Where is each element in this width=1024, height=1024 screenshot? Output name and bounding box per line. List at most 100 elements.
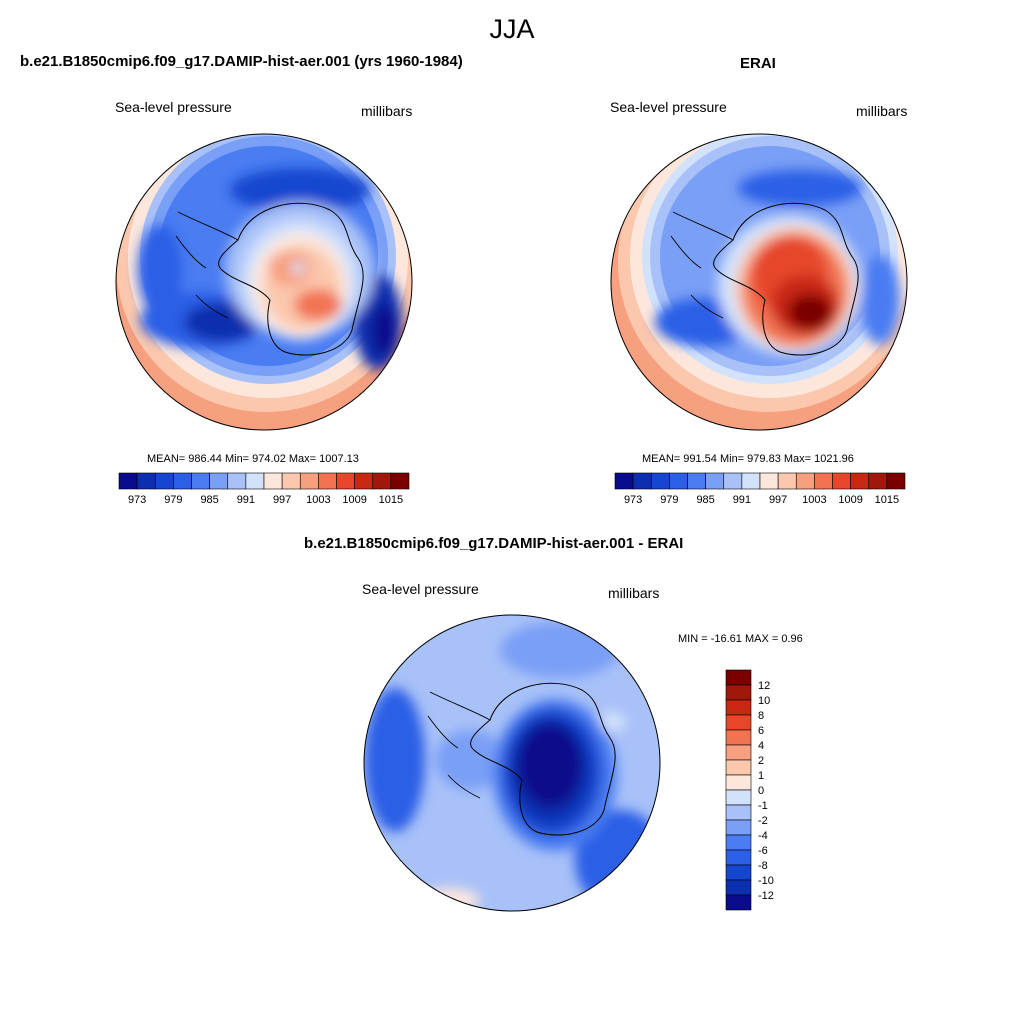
obs-colorbar-box (669, 472, 688, 490)
obs-colorbar-box (795, 472, 815, 490)
model-colorbar-box (245, 472, 265, 490)
diff-colorbar-tick-label: -4 (758, 830, 768, 842)
obs-colorbar-tick-label: 991 (733, 494, 751, 506)
obs-colorbar-box (705, 472, 725, 490)
obs-units-label: millibars (856, 103, 908, 119)
obs-variable-label: Sea-level pressure (610, 99, 727, 115)
obs-colorbar-box (723, 472, 743, 490)
diff-colorbar-tick-label: 4 (758, 740, 764, 752)
diff-colorbar-tick-label: 6 (758, 725, 764, 737)
diff-colorbar-box (725, 804, 752, 821)
diff-colorbar-box (725, 729, 752, 746)
obs-colorbar-tick-label: 985 (696, 494, 714, 506)
model-variable-label: Sea-level pressure (115, 99, 232, 115)
model-colorbar-box (173, 472, 192, 490)
diff-colorbar-box (725, 819, 752, 836)
diff-map (363, 614, 661, 912)
model-colorbar-box (336, 472, 355, 490)
model-colorbar-box (354, 472, 374, 490)
model-colorbar-box (136, 472, 156, 490)
model-units-label: millibars (361, 103, 413, 119)
diff-colorbar-box (725, 744, 752, 761)
obs-colorbar-box (886, 472, 906, 490)
diff-colorbar-tick-label: 0 (758, 785, 764, 797)
diff-colorbar-box (725, 759, 752, 776)
obs-colorbar-box (832, 472, 851, 490)
diff-colorbar-tick-label: 2 (758, 755, 764, 767)
obs-colorbar-tick-label: 979 (660, 494, 678, 506)
diff-colorbar-box (725, 849, 752, 866)
model-colorbar-tick-label: 985 (200, 494, 218, 506)
diff-colorbar-tick-label: 10 (758, 695, 770, 707)
obs-colorbar-box (814, 472, 833, 490)
diff-colorbar-box (725, 684, 752, 701)
model-colorbar-tick-label: 973 (128, 494, 146, 506)
model-colorbar-box (227, 472, 247, 490)
obs-colorbar-box (650, 472, 670, 490)
diff-colorbar-box (725, 699, 752, 716)
figure-title: JJA (489, 14, 535, 44)
model-colorbar-box (299, 472, 319, 490)
diff-colorbar-tick-label: -6 (758, 845, 768, 857)
obs-colorbar-box (850, 472, 870, 490)
model-colorbar-box (209, 472, 229, 490)
diff-colorbar-tick-label: -1 (758, 800, 768, 812)
obs-colorbar-tick-label: 1003 (802, 494, 826, 506)
obs-colorbar-box (687, 472, 706, 490)
diff-colorbar-tick-label: 12 (758, 680, 770, 692)
diff-colorbar-tick-label: 1 (758, 770, 764, 782)
model-colorbar-box (390, 472, 410, 490)
model-colorbar-tick-label: 1009 (342, 494, 366, 506)
diff-colorbar-tick-label: -12 (758, 890, 774, 902)
diff-colorbar-box (725, 789, 752, 806)
obs-colorbar-box (759, 472, 779, 490)
diff-colorbar-box (725, 774, 752, 791)
diff-colorbar-box (725, 879, 752, 896)
diff-colorbar-tick-label: -2 (758, 815, 768, 827)
model-colorbar-box (191, 472, 210, 490)
diff-colorbar-tick-label: -8 (758, 860, 768, 872)
diff-colorbar-box (725, 894, 752, 911)
model-colorbar: 973 979 985 991 997 1003 1009 1015 (118, 472, 410, 506)
diff-stats: MIN = -16.61 MAX = 0.96 (678, 633, 803, 645)
obs-colorbar-tick-label: 1009 (838, 494, 862, 506)
obs-panel-title: ERAI (740, 55, 776, 72)
obs-map (610, 133, 908, 431)
model-map (115, 133, 413, 431)
diff-units-label: millibars (608, 585, 660, 601)
model-colorbar-box (372, 472, 392, 490)
model-colorbar-tick-label: 979 (164, 494, 182, 506)
obs-colorbar-box (868, 472, 888, 490)
diff-coastline (470, 682, 616, 836)
diff-variable-label: Sea-level pressure (362, 581, 479, 597)
model-colorbar-box (263, 472, 283, 490)
diff-colorbar-box (725, 669, 752, 686)
obs-colorbar: 973 979 985 991 997 1003 1009 1015 (614, 472, 906, 506)
obs-colorbar-tick-label: 973 (624, 494, 642, 506)
obs-colorbar-box (741, 472, 761, 490)
diff-colorbar-box (725, 834, 752, 851)
diff-colorbar-box (725, 714, 752, 731)
obs-colorbar-box (614, 472, 634, 490)
diff-colorbar-box (725, 864, 752, 881)
model-colorbar-tick-label: 991 (237, 494, 255, 506)
model-colorbar-box (154, 472, 174, 490)
model-colorbar-tick-label: 997 (273, 494, 291, 506)
model-panel-title: b.e21.B1850cmip6.f09_g17.DAMIP-hist-aer.… (20, 53, 463, 70)
model-colorbar-tick-label: 1015 (379, 494, 403, 506)
model-coastline (218, 202, 364, 356)
model-colorbar-box (318, 472, 337, 490)
model-colorbar-box (281, 472, 301, 490)
obs-colorbar-tick-label: 997 (769, 494, 787, 506)
diff-colorbar-tick-label: -10 (758, 875, 774, 887)
obs-coastline (713, 202, 859, 356)
diff-colorbar-tick-label: 8 (758, 710, 764, 722)
obs-colorbar-box (777, 472, 797, 490)
obs-colorbar-box (632, 472, 652, 490)
model-stats: MEAN= 986.44 Min= 974.02 Max= 1007.13 (147, 453, 359, 465)
model-colorbar-box (118, 472, 138, 490)
obs-colorbar-tick-label: 1015 (875, 494, 899, 506)
obs-stats: MEAN= 991.54 Min= 979.83 Max= 1021.96 (642, 453, 854, 465)
